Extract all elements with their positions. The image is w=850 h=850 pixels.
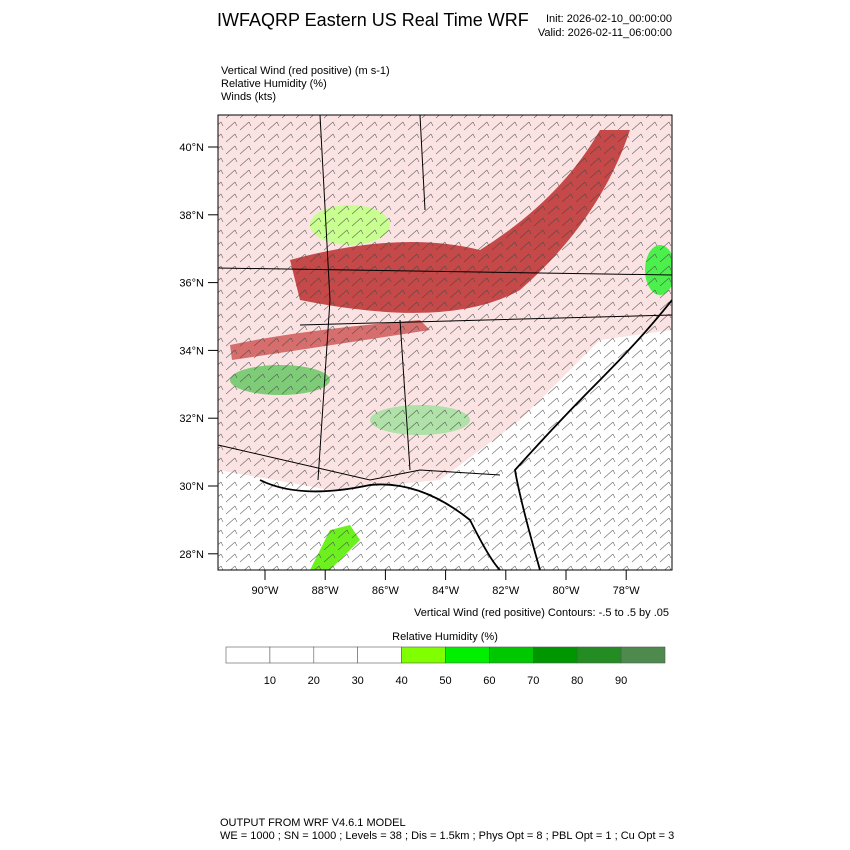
lon-label: 82°W — [492, 585, 520, 597]
lat-label: 30°N — [179, 481, 204, 493]
colorbar-label: 30 — [352, 675, 364, 687]
title: IWFAQRP Eastern US Real Time WRF — [217, 10, 529, 30]
valid-time: Valid: 2026-02-11_06:00:00 — [538, 27, 672, 39]
colorbar-box — [357, 646, 402, 664]
colorbar-label: 90 — [615, 675, 627, 687]
colorbar-label: 80 — [571, 675, 583, 687]
field-label: Relative Humidity (%) — [221, 78, 327, 90]
field-label: Vertical Wind (red positive) (m s-1) — [221, 65, 390, 77]
colorbar: 10 20 30 40 50 60 70 80 90 — [225, 646, 666, 687]
colorbar-label: 10 — [264, 675, 276, 687]
colorbar-box — [401, 646, 446, 664]
footer-line: OUTPUT FROM WRF V4.6.1 MODEL — [220, 817, 406, 829]
init-time: Init: 2026-02-10_00:00:00 — [546, 13, 672, 25]
lat-label: 40°N — [179, 142, 204, 154]
colorbar-label: 70 — [527, 675, 539, 687]
lat-label: 32°N — [179, 413, 204, 425]
colorbar-box — [269, 646, 315, 664]
colorbar-label: 20 — [308, 675, 320, 687]
lon-label: 88°W — [312, 585, 340, 597]
map-ticks: 40°N 38°N 36°N 34°N 32°N 30°N 28°N 90°W 88°W 86°W… — [179, 142, 640, 597]
lat-label: 36°N — [179, 278, 204, 290]
lon-label: 86°W — [372, 585, 400, 597]
lon-label: 78°W — [613, 585, 641, 597]
colorbar-label: 50 — [439, 675, 451, 687]
colorbar-label: 40 — [395, 675, 407, 687]
lat-label: 34°N — [179, 345, 204, 357]
lon-label: 80°W — [552, 585, 580, 597]
lat-label: 38°N — [179, 210, 204, 222]
colorbar-box — [532, 646, 578, 664]
colorbar-box — [489, 646, 534, 664]
contour-note: Vertical Wind (red positive) Contours: -… — [414, 607, 669, 619]
footer-line: WE = 1000 ; SN = 1000 ; Levels = 38 ; Di… — [220, 830, 674, 842]
colorbar-label: 60 — [483, 675, 495, 687]
lon-label: 84°W — [432, 585, 460, 597]
colorbar-box — [313, 646, 358, 664]
colorbar-box — [445, 646, 490, 664]
field-label: Winds (kts) — [221, 91, 276, 103]
colorbar-box — [225, 646, 271, 664]
map — [217, 114, 673, 571]
lon-label: 90°W — [251, 585, 279, 597]
colorbar-box — [576, 646, 622, 664]
lat-label: 28°N — [179, 549, 204, 561]
colorbar-title: Relative Humidity (%) — [392, 631, 498, 643]
colorbar-box — [620, 646, 666, 664]
